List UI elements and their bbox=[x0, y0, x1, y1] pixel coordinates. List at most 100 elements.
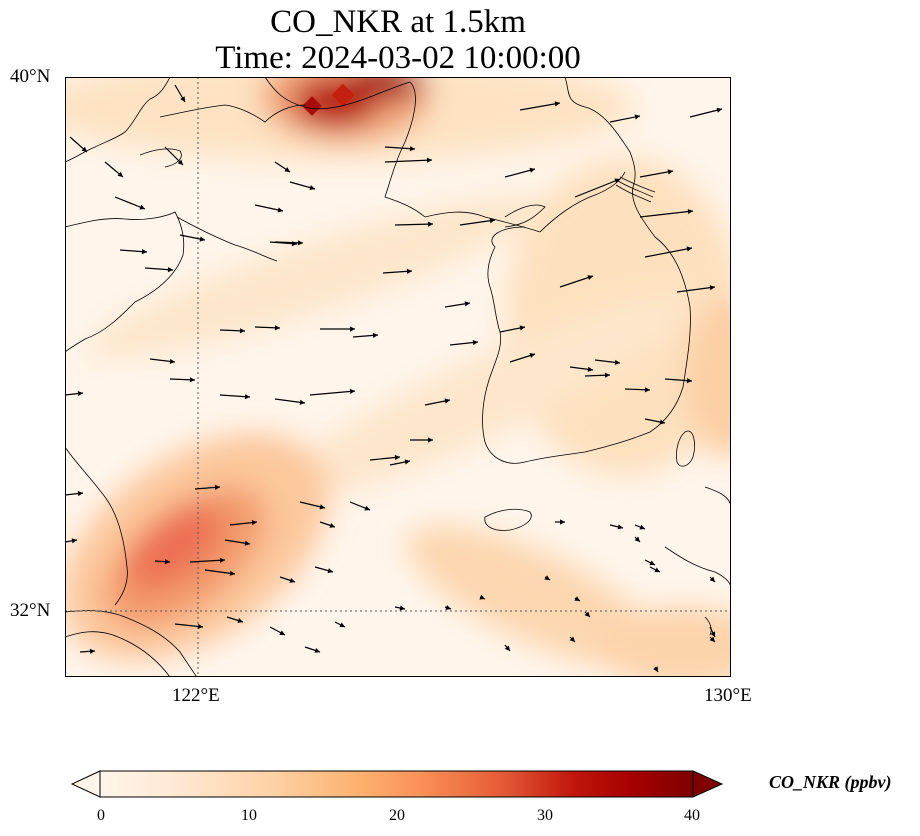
wind-arrow bbox=[569, 636, 576, 643]
wind-arrow bbox=[584, 611, 591, 618]
lon-tick-130e: 130°E bbox=[704, 685, 752, 706]
field-corner-southeast bbox=[595, 607, 731, 677]
wind-arrow bbox=[676, 285, 716, 293]
wind-arrow bbox=[653, 666, 659, 673]
wind-arrow bbox=[274, 398, 306, 405]
wind-arrow bbox=[639, 169, 674, 178]
wind-arrow bbox=[574, 596, 581, 602]
coastline-jiangsu bbox=[65, 446, 128, 606]
wind-arrow bbox=[644, 418, 666, 425]
coastline-shandong bbox=[65, 211, 185, 353]
colorbar-tick-0: 0 bbox=[97, 807, 105, 824]
wind-arrow bbox=[274, 161, 291, 173]
wind-arrow bbox=[304, 646, 321, 653]
coastline-nk-east-2 bbox=[617, 180, 654, 198]
wind-arrow bbox=[639, 208, 694, 218]
colorbar bbox=[70, 770, 724, 798]
colorbar-gradient bbox=[99, 770, 694, 798]
wind-arrow bbox=[164, 146, 184, 166]
lat-tick-40n: 40°N bbox=[10, 66, 51, 87]
wind-arrow bbox=[509, 353, 536, 363]
wind-arrow bbox=[624, 387, 651, 393]
wind-arrow bbox=[384, 146, 416, 152]
coastline-tsushima bbox=[676, 430, 695, 467]
wind-arrow bbox=[594, 359, 621, 365]
wind-arrow bbox=[226, 616, 244, 623]
wind-arrow bbox=[384, 157, 433, 163]
wind-arrow bbox=[609, 114, 641, 123]
coastline-nk-east-3 bbox=[615, 184, 652, 203]
coastline-liaoning bbox=[264, 77, 411, 110]
wind-arrow bbox=[424, 398, 451, 406]
wind-arrow bbox=[149, 358, 176, 364]
wind-arrow bbox=[569, 366, 594, 372]
coastline-west-korea-bay bbox=[424, 211, 541, 233]
wind-arrow bbox=[219, 394, 251, 400]
wind-vector-field bbox=[65, 84, 723, 673]
colorbar-label: CO_NKR (ppbv) bbox=[769, 772, 892, 792]
wind-arrow bbox=[174, 623, 204, 630]
wind-arrow bbox=[644, 246, 693, 258]
coastline-korea-bay-inner bbox=[504, 204, 546, 228]
colorbar-extend-min bbox=[70, 770, 101, 798]
map-panel bbox=[65, 77, 731, 677]
coastline-yangtze-south bbox=[65, 631, 171, 677]
field-band-central bbox=[86, 195, 544, 359]
coastline-kyushu-islet bbox=[704, 616, 712, 636]
wind-arrow bbox=[499, 325, 526, 333]
wind-arrow bbox=[254, 204, 284, 213]
wind-arrow bbox=[144, 267, 174, 273]
wind-arrow bbox=[394, 221, 434, 227]
coastline-nk-east-1 bbox=[619, 176, 656, 193]
wind-arrow bbox=[519, 101, 561, 111]
wind-arrow bbox=[609, 524, 624, 530]
wind-arrow bbox=[369, 454, 401, 461]
wind-arrow bbox=[352, 332, 379, 338]
wind-arrow bbox=[634, 524, 646, 530]
wind-arrow bbox=[634, 536, 641, 543]
wind-arrow bbox=[69, 136, 88, 153]
wind-arrow bbox=[194, 484, 221, 490]
wind-arrow bbox=[559, 275, 594, 288]
wind-arrow bbox=[394, 605, 406, 611]
lat-tick-32n: 32°N bbox=[10, 600, 51, 621]
colorbar-tick-40: 40 bbox=[684, 807, 700, 824]
wind-arrow bbox=[444, 604, 452, 610]
wind-arrow bbox=[319, 521, 336, 528]
wind-arrow bbox=[174, 84, 186, 103]
wind-arrow bbox=[289, 181, 316, 191]
coastline-shandong-north bbox=[176, 216, 278, 262]
coastline-nk-west bbox=[539, 171, 626, 233]
wind-arrow bbox=[689, 107, 723, 118]
wind-arrow bbox=[504, 167, 536, 178]
wind-arrow bbox=[65, 390, 84, 397]
wind-arrow bbox=[254, 325, 281, 331]
wind-arrow bbox=[334, 621, 346, 628]
wind-arrow bbox=[709, 636, 716, 643]
wind-arrow bbox=[154, 559, 171, 565]
wind-arrow bbox=[555, 519, 565, 525]
coastline-jeju bbox=[484, 508, 532, 531]
wind-arrow bbox=[179, 234, 206, 242]
wind-arrow bbox=[382, 268, 413, 274]
wind-arrow bbox=[219, 328, 246, 334]
wind-arrow bbox=[504, 644, 511, 652]
field-east-edge bbox=[685, 297, 731, 457]
wind-arrow bbox=[649, 566, 661, 573]
wind-arrow bbox=[389, 459, 411, 466]
wind-arrow bbox=[119, 249, 148, 255]
wind-arrow bbox=[224, 539, 251, 546]
colorbar-tick-30: 30 bbox=[537, 807, 553, 824]
wind-arrow bbox=[349, 501, 371, 511]
coastline-kyushu-west bbox=[664, 546, 731, 588]
wind-arrow bbox=[444, 301, 471, 308]
lon-tick-122e: 122°E bbox=[172, 685, 220, 706]
coastline-liaodong-bay bbox=[159, 104, 306, 123]
wind-arrow bbox=[709, 576, 716, 583]
wind-arrow bbox=[274, 240, 304, 246]
wind-arrow bbox=[269, 626, 286, 636]
colorbar-tick-10: 10 bbox=[241, 807, 257, 824]
co-concentration-field bbox=[65, 77, 731, 677]
wind-arrow bbox=[459, 218, 496, 226]
chart-subtitle-time: Time: 2024-03-02 10:00:00 bbox=[215, 40, 581, 76]
